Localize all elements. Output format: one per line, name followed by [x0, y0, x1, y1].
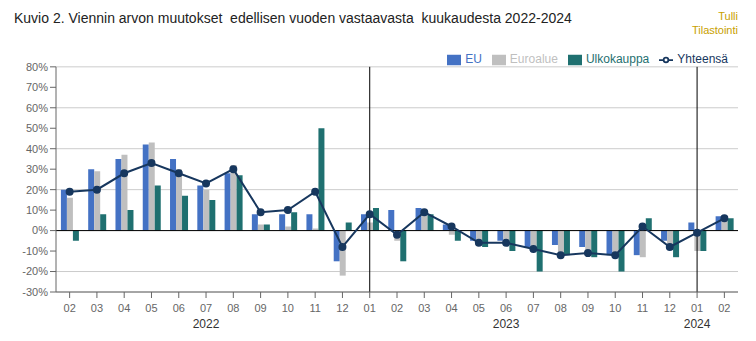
svg-text:10%: 10%: [26, 204, 48, 216]
svg-text:05: 05: [145, 302, 157, 314]
svg-text:04: 04: [445, 302, 457, 314]
svg-text:01: 01: [364, 302, 376, 314]
svg-text:60%: 60%: [26, 102, 48, 114]
svg-text:2022: 2022: [193, 317, 220, 331]
svg-text:03: 03: [91, 302, 103, 314]
svg-text:20%: 20%: [26, 184, 48, 196]
html-text:Euroalue: Euroalue: [509, 52, 558, 66]
svg-text:-30%: -30%: [22, 286, 48, 298]
svg-text:02: 02: [391, 302, 403, 314]
svg-text:12: 12: [664, 302, 676, 314]
svg-text:11: 11: [309, 302, 320, 314]
svg-text:07: 07: [527, 302, 539, 314]
svg-text:2024: 2024: [684, 317, 711, 331]
html-text:Tulli Tilastointi: Tulli Tilastointi: [691, 10, 738, 36]
html-text:Kuvio 2. Viennin arvon muutoks: Kuvio 2. Viennin arvon muutokset edellis…: [14, 10, 572, 26]
svg-text:01: 01: [691, 302, 703, 314]
svg-text:08: 08: [227, 302, 239, 314]
svg-text:11: 11: [637, 302, 648, 314]
svg-text:10: 10: [609, 302, 621, 314]
svg-text:-10%: -10%: [22, 245, 48, 257]
html-text:EU: EU: [465, 52, 482, 66]
svg-text:40%: 40%: [26, 143, 48, 155]
svg-text:07: 07: [200, 302, 212, 314]
svg-text:06: 06: [500, 302, 512, 314]
svg-text:50%: 50%: [26, 122, 48, 134]
svg-text:-20%: -20%: [22, 265, 48, 277]
svg-text:03: 03: [418, 302, 430, 314]
svg-text:0%: 0%: [32, 224, 48, 236]
svg-text:09: 09: [582, 302, 594, 314]
svg-text:06: 06: [173, 302, 185, 314]
svg-text:10: 10: [282, 302, 294, 314]
svg-text:02: 02: [718, 302, 730, 314]
svg-text:12: 12: [336, 302, 348, 314]
html-text:Ulkokauppa: Ulkokauppa: [585, 52, 650, 66]
svg-text:09: 09: [254, 302, 266, 314]
svg-text:30%: 30%: [26, 163, 48, 175]
svg-text:04: 04: [118, 302, 130, 314]
html-text:Yhteensä: Yhteensä: [677, 52, 728, 66]
svg-text:08: 08: [555, 302, 567, 314]
svg-text:70%: 70%: [26, 81, 48, 93]
svg-text:2023: 2023: [493, 317, 520, 331]
svg-text:02: 02: [64, 302, 76, 314]
svg-text:80%: 80%: [26, 61, 48, 73]
svg-text:05: 05: [473, 302, 485, 314]
